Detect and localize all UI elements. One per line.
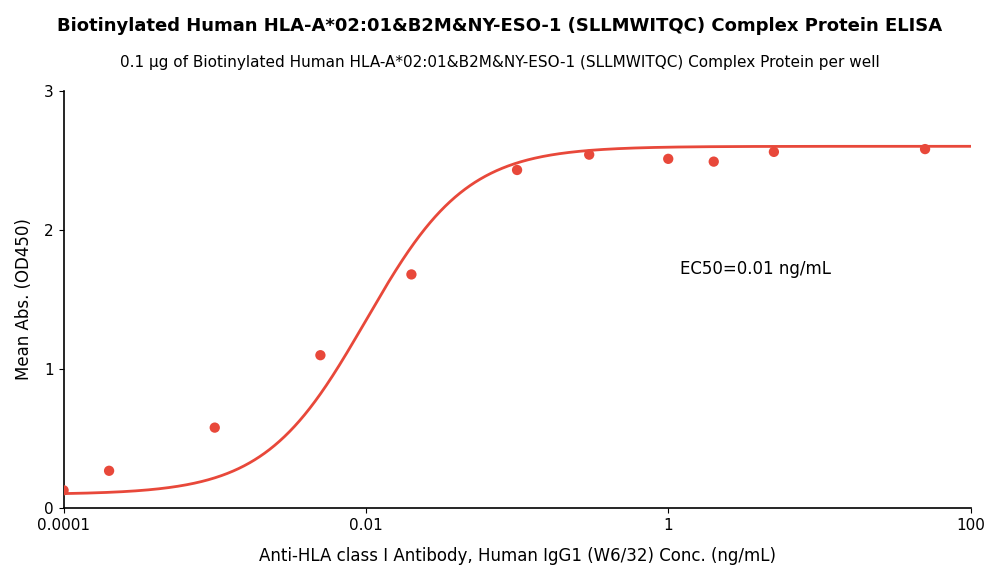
X-axis label: Anti-HLA class I Antibody, Human IgG1 (W6/32) Conc. (ng/mL): Anti-HLA class I Antibody, Human IgG1 (W… — [259, 547, 776, 565]
Text: EC50=0.01 ng/mL: EC50=0.01 ng/mL — [680, 260, 831, 278]
Y-axis label: Mean Abs. (OD450): Mean Abs. (OD450) — [15, 219, 33, 380]
Point — [403, 270, 419, 279]
Point — [766, 147, 782, 157]
Text: Biotinylated Human HLA-A*02:01&B2M&NY-ESO-1 (SLLMWITQC) Complex Protein ELISA: Biotinylated Human HLA-A*02:01&B2M&NY-ES… — [57, 17, 943, 35]
Point — [917, 144, 933, 154]
Point — [509, 165, 525, 175]
Point — [101, 466, 117, 476]
Point — [207, 423, 223, 432]
Point — [706, 157, 722, 166]
Point — [312, 350, 328, 360]
Point — [660, 154, 676, 164]
Text: 0.1 μg of Biotinylated Human HLA-A*02:01&B2M&NY-ESO-1 (SLLMWITQC) Complex Protei: 0.1 μg of Biotinylated Human HLA-A*02:01… — [120, 55, 880, 70]
Point — [581, 150, 597, 160]
Point — [56, 485, 72, 495]
